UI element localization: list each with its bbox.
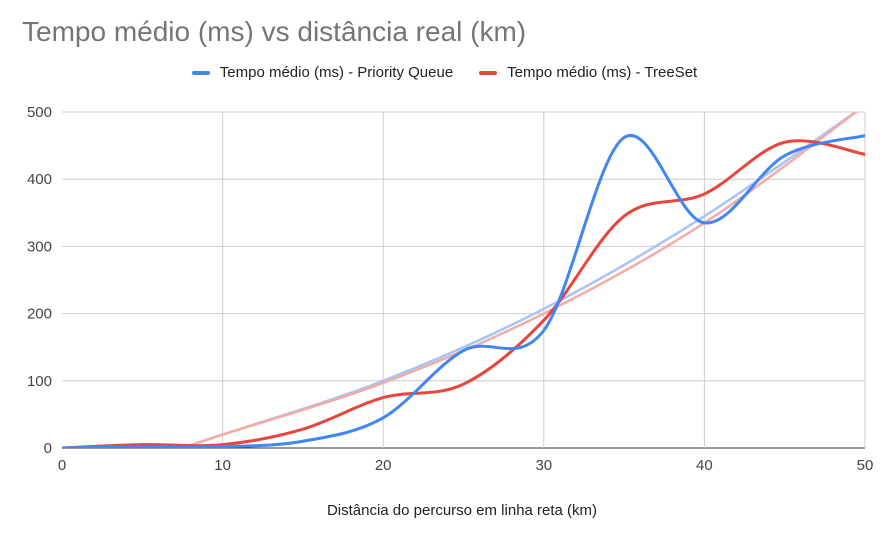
trendline-treeset <box>182 112 859 448</box>
legend-swatch-priority-queue <box>191 70 210 75</box>
y-tick-label: 200 <box>27 306 52 323</box>
x-tick-label: 20 <box>375 457 392 474</box>
legend: Tempo médio (ms) - Priority Queue Tempo … <box>0 64 889 81</box>
series-line-priority-queue <box>62 133 865 448</box>
chart-title: Tempo médio (ms) vs distância real (km) <box>22 16 527 47</box>
trendline-priority-queue <box>182 112 858 448</box>
legend-item-priority-queue[interactable]: Tempo médio (ms) - Priority Queue <box>191 64 454 81</box>
legend-label-priority-queue: Tempo médio (ms) - Priority Queue <box>219 64 454 81</box>
legend-item-treeset[interactable]: Tempo médio (ms) - TreeSet <box>479 64 697 81</box>
x-tick-label: 0 <box>58 457 66 474</box>
y-tick-label: 300 <box>27 238 52 255</box>
y-tick-label: 500 <box>27 104 52 121</box>
y-tick-label: 0 <box>44 440 52 457</box>
series-line-treeset <box>62 139 865 448</box>
legend-swatch-treeset <box>479 70 498 75</box>
x-tick-label: 10 <box>214 457 231 474</box>
x-axis-label: Distância do percurso em linha reta (km) <box>326 502 598 519</box>
x-tick-label: 40 <box>696 457 713 474</box>
y-tick-label: 100 <box>27 373 52 390</box>
legend-label-treeset: Tempo médio (ms) - TreeSet <box>507 64 698 81</box>
x-tick-label: 30 <box>535 457 552 474</box>
x-tick-label: 50 <box>857 457 874 474</box>
y-tick-label: 400 <box>27 171 52 188</box>
